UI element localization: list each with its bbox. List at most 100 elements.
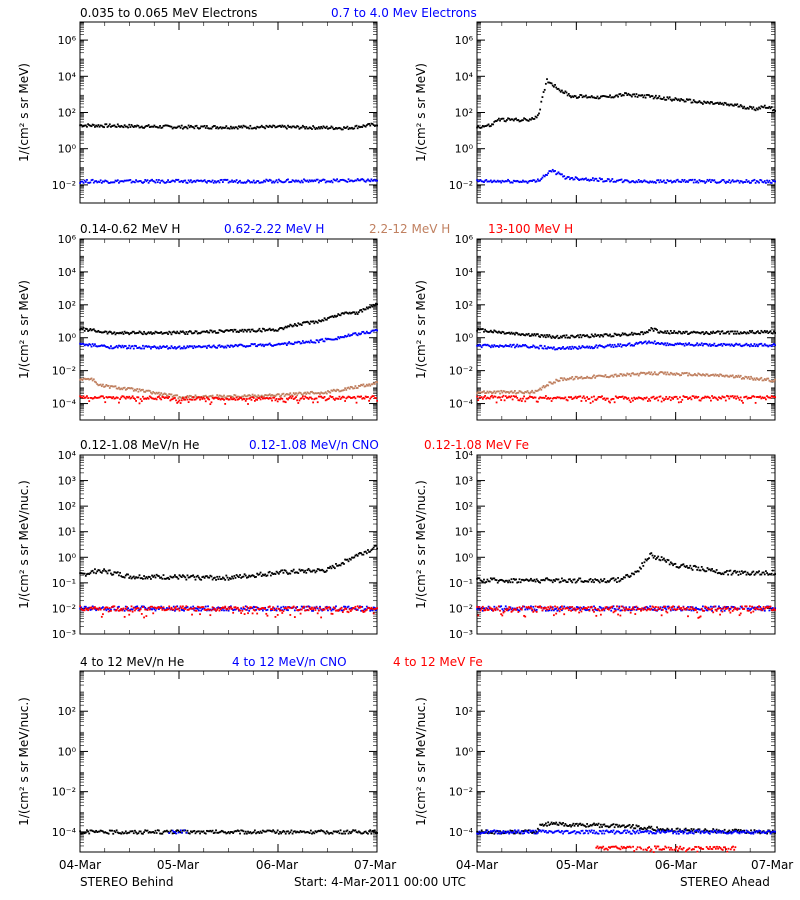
data-point	[712, 397, 715, 399]
data-point	[177, 577, 180, 580]
data-point	[608, 178, 610, 181]
data-point	[517, 345, 520, 348]
data-point	[578, 179, 581, 181]
data-point	[634, 398, 637, 400]
data-point	[672, 397, 674, 400]
data-point	[250, 398, 253, 401]
data-point	[636, 372, 639, 375]
data-point	[239, 329, 241, 332]
data-point	[330, 338, 333, 341]
data-point	[89, 606, 92, 609]
data-point	[172, 179, 175, 182]
data-point	[526, 346, 529, 349]
data-point	[282, 125, 285, 128]
data-point	[577, 178, 579, 180]
data-point	[306, 605, 309, 608]
data-point	[131, 608, 134, 611]
data-point	[720, 180, 723, 183]
data-point	[316, 607, 319, 610]
data-point	[485, 125, 488, 127]
data-point	[128, 179, 131, 182]
data-point	[166, 181, 168, 183]
panel-frame	[476, 21, 776, 204]
data-point	[287, 398, 289, 401]
data-point	[627, 180, 630, 183]
data-point	[571, 95, 574, 98]
data-point	[303, 341, 305, 344]
data-point	[162, 125, 165, 127]
data-point	[593, 335, 595, 338]
y-tick-label: 10⁻²	[52, 179, 76, 192]
data-point	[153, 398, 156, 400]
data-point	[703, 180, 705, 183]
data-point	[282, 181, 285, 184]
data-point	[142, 333, 144, 336]
data-point	[183, 331, 185, 334]
data-point	[768, 331, 771, 334]
data-point	[152, 397, 155, 400]
data-point	[159, 125, 161, 127]
data-point	[363, 332, 366, 335]
data-point	[104, 385, 107, 388]
data-point	[314, 392, 317, 395]
data-point	[81, 572, 84, 575]
data-point	[244, 395, 247, 398]
data-point	[594, 333, 597, 336]
data-point	[241, 328, 244, 331]
data-point	[162, 606, 165, 609]
data-point	[123, 124, 126, 127]
data-point	[150, 605, 152, 608]
data-point	[124, 388, 127, 391]
data-point	[766, 395, 768, 398]
data-point	[136, 388, 139, 390]
data-point	[644, 340, 647, 343]
data-point	[371, 329, 374, 332]
data-point	[151, 608, 153, 611]
data-point	[176, 394, 179, 397]
data-point	[265, 178, 268, 181]
data-point	[280, 126, 283, 128]
data-point	[185, 578, 188, 581]
data-point	[746, 397, 749, 400]
data-point	[323, 392, 326, 395]
data-point	[202, 395, 205, 398]
data-point	[187, 331, 190, 333]
data-point	[650, 327, 653, 329]
data-point	[171, 576, 174, 579]
data-point	[84, 378, 87, 381]
data-point	[104, 401, 107, 404]
data-point	[555, 348, 558, 351]
data-point	[376, 179, 378, 182]
data-point	[362, 308, 365, 310]
data-point	[122, 607, 125, 610]
data-point	[587, 335, 590, 338]
data-point	[515, 331, 517, 334]
data-point	[695, 101, 697, 104]
data-point	[368, 122, 371, 125]
data-point	[293, 571, 296, 574]
data-point	[618, 93, 621, 96]
data-point	[285, 608, 288, 611]
data-point	[203, 576, 206, 579]
data-point	[182, 397, 184, 399]
data-point	[236, 575, 239, 578]
data-point	[645, 94, 648, 96]
data-point	[625, 396, 627, 399]
data-point	[763, 329, 766, 332]
data-point	[548, 347, 551, 349]
data-point	[348, 387, 351, 390]
data-point	[518, 390, 521, 392]
data-point	[367, 307, 369, 310]
data-point	[371, 609, 374, 612]
data-point	[193, 396, 196, 398]
data-point	[586, 396, 589, 398]
data-point	[726, 331, 728, 333]
data-point	[335, 609, 337, 612]
data-point	[167, 333, 169, 335]
data-point	[672, 373, 674, 376]
data-point	[152, 606, 155, 609]
data-point	[283, 400, 286, 403]
data-point	[768, 179, 771, 182]
data-point	[306, 396, 309, 399]
data-point	[740, 105, 743, 108]
